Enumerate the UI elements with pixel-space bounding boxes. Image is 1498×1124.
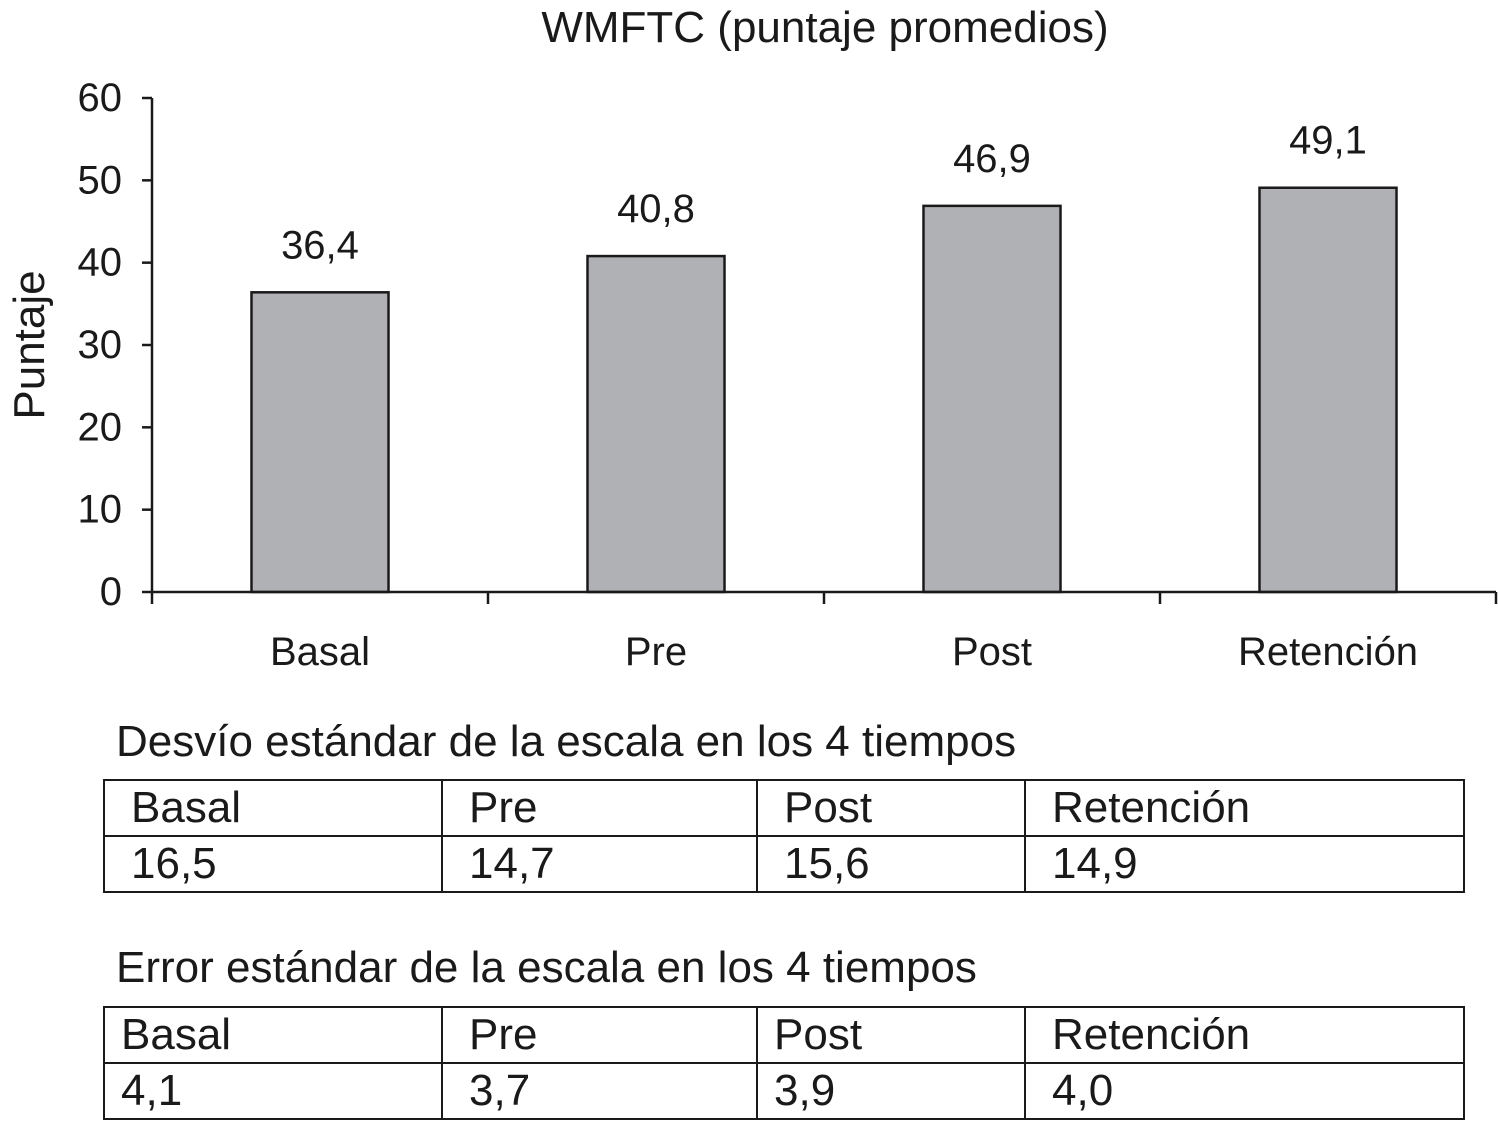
bar bbox=[922, 204, 1062, 594]
y-tick-label: 60 bbox=[78, 76, 123, 120]
table-cell: 14,7 bbox=[441, 835, 758, 893]
y-tick-label: 20 bbox=[78, 405, 123, 449]
table-cell: 3,9 bbox=[756, 1062, 1026, 1120]
x-tick-label: Pre bbox=[625, 630, 687, 674]
table-cell: Post bbox=[756, 779, 1026, 837]
table-cell: Basal bbox=[103, 1006, 443, 1064]
value-labels: 36,4 40,8 46,9 49,1 bbox=[281, 119, 1367, 268]
data-label: 36,4 bbox=[281, 223, 359, 267]
table-header-row: Basal Pre Post Retención bbox=[103, 1006, 1465, 1064]
data-label: 49,1 bbox=[1289, 119, 1367, 163]
table-row: 16,5 14,7 15,6 14,9 bbox=[103, 835, 1465, 893]
data-label: 46,9 bbox=[953, 137, 1031, 181]
data-label: 40,8 bbox=[617, 187, 695, 231]
bar bbox=[1258, 186, 1398, 594]
table-cell: Pre bbox=[441, 1006, 758, 1064]
y-tick-label: 50 bbox=[78, 158, 123, 202]
x-tick-label: Post bbox=[952, 630, 1032, 674]
table-cell: Basal bbox=[103, 779, 443, 837]
bar bbox=[250, 291, 390, 594]
y-tick-label: 40 bbox=[78, 241, 123, 285]
table-cell: 4,0 bbox=[1024, 1062, 1465, 1120]
sd-table-caption: Desvío estándar de la escala en los 4 ti… bbox=[116, 717, 1017, 766]
y-axis-label: Puntaje bbox=[5, 270, 54, 419]
y-tick-label: 30 bbox=[78, 323, 123, 367]
se-table-caption: Error estándar de la escala en los 4 tie… bbox=[116, 943, 977, 992]
sd-table: Basal Pre Post Retención 16,5 14,7 15,6 … bbox=[103, 779, 1465, 893]
table-cell: 14,9 bbox=[1024, 835, 1465, 893]
table-row: 4,1 3,7 3,9 4,0 bbox=[103, 1062, 1465, 1120]
y-axis-ticks: 0 10 20 30 40 50 60 bbox=[78, 76, 152, 614]
table-cell: Retención bbox=[1024, 1006, 1465, 1064]
x-axis-ticks: Basal Pre Post Retención bbox=[150, 592, 1498, 674]
table-cell: 4,1 bbox=[103, 1062, 443, 1120]
x-tick-label: Retención bbox=[1238, 630, 1418, 674]
bars bbox=[250, 186, 1398, 594]
table-cell: Post bbox=[756, 1006, 1026, 1064]
table-cell: 16,5 bbox=[103, 835, 443, 893]
table-cell: 3,7 bbox=[441, 1062, 758, 1120]
table-cell: 15,6 bbox=[756, 835, 1026, 893]
table-cell: Retención bbox=[1024, 779, 1465, 837]
table-cell: Pre bbox=[441, 779, 758, 837]
chart-title: WMFTC (puntaje promedios) bbox=[541, 3, 1108, 52]
bar-chart: WMFTC (puntaje promedios) Puntaje 0 10 20 3… bbox=[5, 3, 1498, 674]
bar bbox=[586, 254, 726, 594]
x-tick-label: Basal bbox=[270, 630, 370, 674]
y-tick-label: 10 bbox=[78, 488, 123, 532]
y-tick-label: 0 bbox=[100, 570, 122, 614]
se-table: Basal Pre Post Retención 4,1 3,7 3,9 4,0 bbox=[103, 1006, 1465, 1120]
table-header-row: Basal Pre Post Retención bbox=[103, 779, 1465, 837]
